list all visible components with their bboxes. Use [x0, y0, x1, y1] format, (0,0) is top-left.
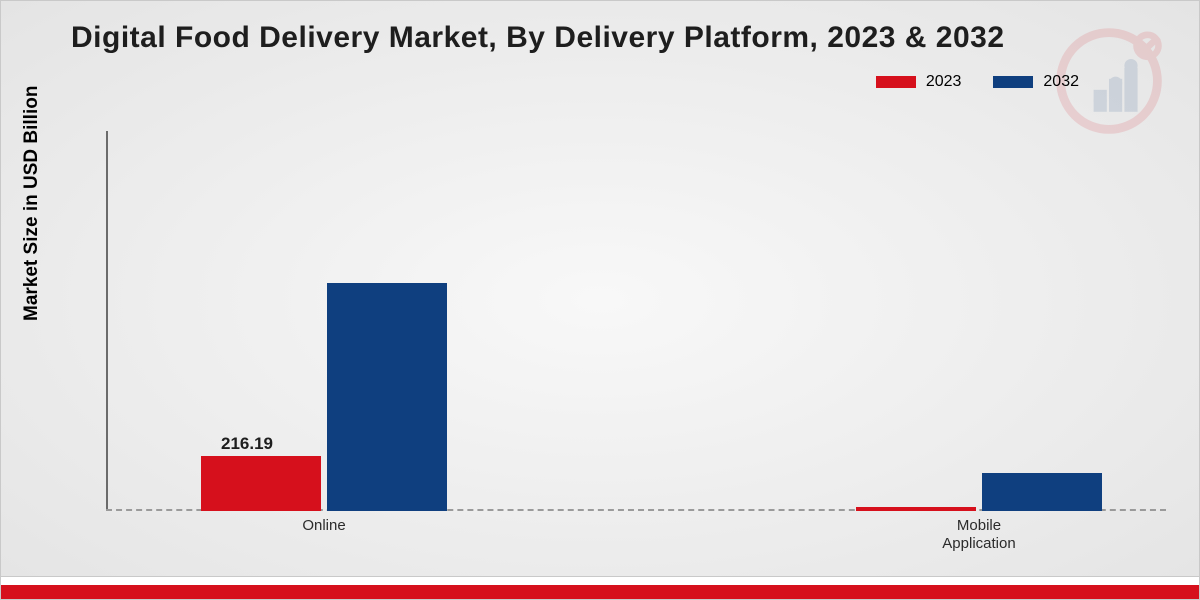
legend: 2023 2032	[876, 73, 1079, 91]
legend-swatch-2023	[876, 76, 916, 88]
chart-title: Digital Food Delivery Market, By Deliver…	[71, 21, 1005, 55]
legend-swatch-2032	[993, 76, 1033, 88]
footer-bar	[1, 585, 1199, 599]
category-label-mobile: MobileApplication	[919, 517, 1039, 553]
value-label-online-2023: 216.19	[221, 434, 273, 454]
legend-label-2023: 2023	[926, 73, 962, 91]
bar-online-2023	[201, 456, 321, 511]
category-label-online: Online	[264, 517, 384, 535]
plot-area: 216.19 Online MobileApplication	[106, 131, 1166, 511]
y-axis-label: Market Size in USD Billion	[21, 86, 43, 321]
legend-item-2032: 2032	[993, 73, 1079, 91]
bar-mobile-2032	[982, 473, 1102, 511]
chart-container: Digital Food Delivery Market, By Deliver…	[0, 0, 1200, 600]
legend-item-2023: 2023	[876, 73, 962, 91]
bar-mobile-2023	[856, 507, 976, 511]
y-axis-line	[106, 131, 108, 511]
bar-online-2032	[327, 283, 447, 511]
legend-label-2032: 2032	[1043, 73, 1079, 91]
footer-underline	[1, 576, 1199, 585]
